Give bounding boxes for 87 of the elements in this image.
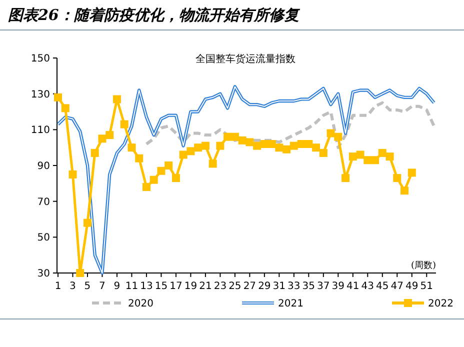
point bbox=[282, 145, 291, 154]
point bbox=[112, 95, 121, 104]
y-tick-label: 110 bbox=[30, 125, 50, 136]
point bbox=[334, 132, 342, 141]
x-tick-label: 31 bbox=[272, 281, 286, 292]
point bbox=[224, 132, 232, 141]
x-tick-label: 39 bbox=[332, 281, 345, 292]
x-tick-label: 19 bbox=[184, 281, 198, 292]
x-tick-label: 7 bbox=[99, 281, 106, 292]
x-tick-label: 3 bbox=[70, 281, 76, 292]
x-tick-label: 17 bbox=[170, 281, 182, 292]
point bbox=[386, 152, 394, 161]
point bbox=[76, 269, 84, 277]
x-tick-label: 37 bbox=[317, 281, 330, 292]
point bbox=[408, 168, 416, 177]
point bbox=[142, 183, 150, 191]
point bbox=[342, 174, 350, 182]
point bbox=[319, 148, 328, 157]
point bbox=[400, 186, 409, 195]
x-tick-label: 23 bbox=[214, 281, 227, 292]
y-tick-label: 90 bbox=[37, 161, 50, 172]
point bbox=[290, 142, 298, 150]
y-tick-label: 50 bbox=[37, 232, 50, 244]
x-tick-label: 29 bbox=[258, 281, 271, 292]
chart-title: 图表26：随着防疫优化，物流开始有所修复 bbox=[8, 6, 301, 24]
legend-label: 2020 bbox=[128, 298, 154, 310]
point bbox=[393, 174, 402, 182]
x-tick-label: 41 bbox=[346, 281, 360, 292]
legend-label: 2021 bbox=[278, 298, 304, 310]
x-tick-label: 11 bbox=[125, 281, 138, 292]
point bbox=[326, 129, 335, 138]
point bbox=[172, 174, 180, 182]
point bbox=[378, 148, 386, 157]
point bbox=[54, 93, 62, 102]
point bbox=[135, 154, 144, 162]
x-tick-label: 45 bbox=[376, 281, 389, 292]
x-tick-label: 47 bbox=[390, 281, 404, 292]
point bbox=[83, 218, 92, 227]
y-tick-label: 70 bbox=[37, 196, 50, 208]
point bbox=[268, 140, 276, 148]
point bbox=[246, 138, 254, 146]
point bbox=[157, 166, 166, 175]
point bbox=[186, 147, 195, 156]
x-tick-label: 5 bbox=[84, 281, 91, 292]
point bbox=[201, 142, 210, 150]
y-tick-label: 150 bbox=[30, 54, 50, 64]
point bbox=[356, 150, 364, 159]
point bbox=[120, 120, 128, 128]
point bbox=[371, 156, 380, 164]
point bbox=[179, 150, 188, 159]
legend-label: 2022 bbox=[428, 298, 454, 310]
x-tick-label: 9 bbox=[114, 281, 120, 292]
point bbox=[208, 160, 217, 168]
point bbox=[275, 144, 284, 152]
point bbox=[194, 144, 202, 152]
point bbox=[164, 162, 173, 170]
x-tick-label: 27 bbox=[243, 281, 256, 292]
point bbox=[61, 104, 70, 112]
point bbox=[230, 132, 239, 141]
x-tick-label: 1 bbox=[54, 281, 62, 292]
point bbox=[216, 142, 224, 150]
x-tick-label: 49 bbox=[406, 281, 418, 292]
point bbox=[238, 136, 246, 144]
x-tick-label: 51 bbox=[420, 281, 433, 292]
x-tick-label: 33 bbox=[288, 281, 300, 292]
x-tick-label: 35 bbox=[302, 281, 316, 292]
point bbox=[312, 144, 320, 152]
x-axis-title: (周数) bbox=[410, 260, 436, 271]
y-tick-label: 30 bbox=[37, 268, 50, 280]
x-tick-label: 21 bbox=[199, 281, 212, 292]
x-tick-label: 13 bbox=[140, 281, 153, 292]
point bbox=[253, 142, 262, 150]
point bbox=[90, 148, 99, 157]
x-tick-label: 15 bbox=[154, 281, 168, 292]
point bbox=[364, 156, 372, 164]
line-series bbox=[144, 101, 436, 150]
x-tick-label: 43 bbox=[361, 281, 374, 292]
point bbox=[304, 140, 313, 148]
point bbox=[106, 131, 114, 140]
chart-subtitle: 全国整车货运流量指数 bbox=[196, 53, 296, 65]
point bbox=[98, 134, 106, 143]
point bbox=[128, 144, 136, 152]
point bbox=[150, 176, 158, 184]
x-tick-label: 25 bbox=[228, 281, 242, 292]
point bbox=[348, 152, 357, 161]
y-tick-label: 130 bbox=[30, 89, 50, 100]
point bbox=[68, 170, 77, 178]
